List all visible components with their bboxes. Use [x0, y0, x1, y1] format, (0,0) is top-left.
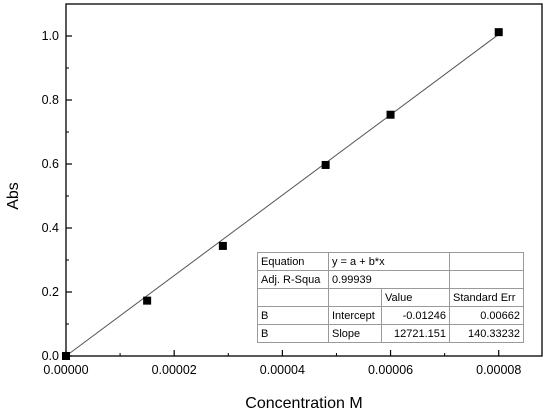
table-cell: B	[257, 306, 329, 325]
y-tick-label: 0.8	[42, 93, 59, 107]
data-points	[62, 28, 503, 360]
table-cell: Adj. R-Squa	[257, 270, 329, 289]
table-cell: 140.33232	[449, 324, 524, 343]
axis-ticks: 0.00000 0.00002 0.00004 0.00006 0.00008 0.0 0.…	[42, 29, 522, 377]
table-cell: 0.99939	[328, 270, 450, 289]
y-tick-label: 0.6	[42, 157, 59, 171]
table-cell	[257, 288, 329, 307]
table-row: Value Standard Err	[257, 288, 524, 307]
data-point	[62, 352, 70, 360]
fit-results-table: Equation y = a + b*x Adj. R-Squa 0.99939…	[257, 252, 524, 343]
x-tick-label: 0.00006	[368, 363, 413, 377]
table-cell: Value	[381, 288, 450, 307]
plot-frame	[65, 3, 543, 357]
table-cell: Standard Err	[449, 288, 524, 307]
table-cell: B	[257, 324, 329, 343]
table-cell: 12721.151	[381, 324, 450, 343]
y-tick-label: 0.0	[42, 349, 59, 363]
y-tick-label: 0.4	[42, 221, 59, 235]
data-point	[143, 296, 152, 305]
data-point	[321, 160, 330, 169]
table-cell: -0.01246	[381, 306, 450, 325]
data-point	[386, 110, 395, 119]
table-cell: Intercept	[328, 306, 382, 325]
x-tick-label: 0.00004	[260, 363, 305, 377]
y-axis-title: Abs	[5, 182, 22, 210]
y-tick-label: 0.2	[42, 285, 59, 299]
y-tick-label: 1.0	[42, 29, 59, 43]
data-point	[218, 241, 227, 250]
table-row: Equation y = a + b*x	[257, 252, 524, 271]
table-row: B Slope 12721.151 140.33232	[257, 324, 524, 343]
table-cell: Equation	[257, 252, 329, 271]
x-axis-title: Concentration M	[245, 395, 362, 412]
table-cell: y = a + b*x	[328, 252, 450, 271]
table-cell: Slope	[328, 324, 382, 343]
table-cell	[328, 288, 382, 307]
x-tick-label: 0.00000	[43, 363, 88, 377]
fit-line	[65, 33, 500, 357]
table-cell	[449, 270, 524, 289]
data-point	[494, 28, 503, 37]
table-cell	[449, 252, 524, 271]
table-row: Adj. R-Squa 0.99939	[257, 270, 524, 289]
table-cell: 0.00662	[449, 306, 524, 325]
table-row: B Intercept -0.01246 0.00662	[257, 306, 524, 325]
x-tick-label: 0.00008	[476, 363, 521, 377]
x-tick-label: 0.00002	[152, 363, 197, 377]
